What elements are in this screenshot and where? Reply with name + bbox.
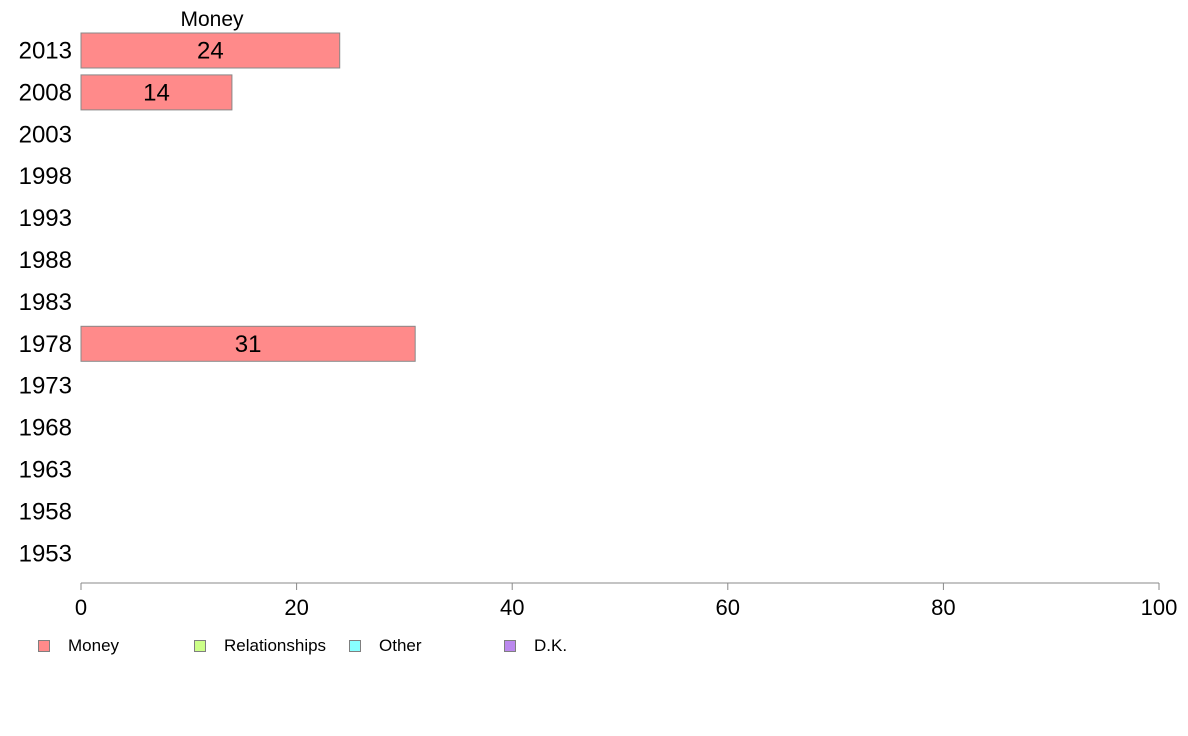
legend-swatch-money bbox=[38, 640, 50, 652]
series-header-label: Money bbox=[180, 8, 244, 31]
bar-label-group: 24 14 31 bbox=[143, 38, 261, 358]
legend-swatch-relationships bbox=[194, 640, 206, 652]
category-label-group: 2013 2008 2003 1998 1993 1988 1983 1978 1973 1968… bbox=[19, 38, 72, 568]
category-label: 1963 bbox=[19, 457, 72, 484]
legend-label-relationships: Relationships bbox=[224, 636, 327, 655]
legend-item-relationships: Relationships bbox=[194, 636, 326, 656]
legend-label-dk: D.K. bbox=[534, 636, 568, 655]
bar bbox=[80, 32, 341, 69]
bar-value-label: 14 bbox=[143, 79, 170, 106]
legend-label-other: Other bbox=[379, 636, 422, 655]
bar-value-label: 31 bbox=[235, 331, 262, 358]
legend-item-other: Other bbox=[349, 636, 422, 656]
category-label: 2003 bbox=[19, 121, 72, 148]
category-label: 1958 bbox=[19, 498, 72, 525]
category-label: 1953 bbox=[19, 540, 72, 567]
bar bbox=[80, 325, 416, 362]
legend-item-money: Money bbox=[38, 636, 119, 656]
category-label: 1973 bbox=[19, 373, 72, 400]
x-tick-label: 0 bbox=[75, 595, 87, 620]
x-tick-label: 20 bbox=[284, 595, 308, 620]
legend-label-money: Money bbox=[68, 636, 120, 655]
legend-swatch-dk bbox=[504, 640, 516, 652]
category-label: 1968 bbox=[19, 415, 72, 442]
category-label: 2013 bbox=[19, 38, 72, 65]
bar-value-label: 24 bbox=[197, 38, 224, 65]
x-tick-label: 60 bbox=[716, 595, 740, 620]
category-label: 1993 bbox=[19, 205, 72, 232]
x-tick-group: 0 20 40 60 80 100 bbox=[75, 583, 1177, 620]
legend-swatch-other bbox=[349, 640, 361, 652]
category-label: 1998 bbox=[19, 163, 72, 190]
category-label: 1988 bbox=[19, 247, 72, 274]
category-label: 1978 bbox=[19, 331, 72, 358]
legend: Money Relationships Other D.K. bbox=[38, 636, 658, 658]
bar bbox=[80, 74, 233, 111]
category-label: 2008 bbox=[19, 79, 72, 106]
legend-item-dk: D.K. bbox=[504, 636, 567, 656]
x-tick-label: 80 bbox=[931, 595, 955, 620]
x-tick-label: 100 bbox=[1141, 595, 1178, 620]
category-label: 1983 bbox=[19, 289, 72, 316]
x-tick-label: 40 bbox=[500, 595, 524, 620]
bar-group bbox=[80, 32, 416, 362]
